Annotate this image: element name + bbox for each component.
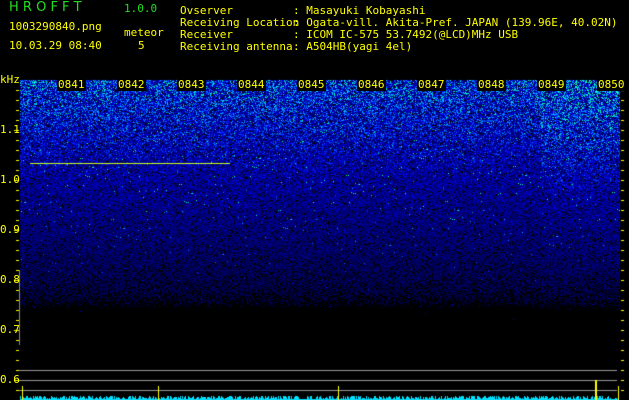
info-value-location: : Ogata-vill. Akita-Pref. JAPAN (139.96E… bbox=[293, 16, 618, 29]
time-label: 0847 bbox=[417, 78, 446, 91]
y-tick-label: 0.9 bbox=[0, 223, 20, 236]
time-label: 0844 bbox=[237, 78, 266, 91]
y-tick-label: 1.0 bbox=[0, 173, 20, 186]
info-label-receiver: Receiver bbox=[180, 28, 233, 41]
info-label-observer: Ovserver bbox=[180, 4, 233, 17]
info-value-receiver: : ICOM IC-575 53.7492(@LCD)MHz USB bbox=[293, 28, 519, 41]
meteor-label: meteor bbox=[124, 26, 164, 39]
meteor-count: 5 bbox=[138, 39, 145, 52]
time-label: 0850 bbox=[597, 78, 626, 91]
time-label: 0846 bbox=[357, 78, 386, 91]
info-label-location: Receiving Location bbox=[180, 16, 300, 29]
info-label-antenna: Receiving antenna bbox=[180, 40, 293, 53]
app-logo: H R O F F T bbox=[9, 0, 82, 15]
y-tick-label: 0.7 bbox=[0, 323, 20, 336]
info-value-observer: : Masayuki Kobayashi bbox=[293, 4, 426, 17]
app-version: 1.0.0 bbox=[124, 2, 158, 15]
y-tick-label: 0.6 bbox=[0, 373, 20, 386]
time-label: 0842 bbox=[117, 78, 146, 91]
filename: 1003290840.png bbox=[9, 20, 102, 33]
time-label: 0848 bbox=[477, 78, 506, 91]
y-tick-label: 0.8 bbox=[0, 273, 20, 286]
time-label: 0843 bbox=[177, 78, 206, 91]
time-label: 0845 bbox=[297, 78, 326, 91]
time-label: 0849 bbox=[537, 78, 566, 91]
time-label: 0841 bbox=[57, 78, 86, 91]
datetime: 10.03.29 08:40 bbox=[9, 39, 102, 52]
y-tick-label: 1.1 bbox=[0, 123, 20, 136]
info-value-antenna: : A504HB(yagi 4el) bbox=[293, 40, 413, 53]
y-axis-unit: kHz bbox=[0, 73, 20, 86]
